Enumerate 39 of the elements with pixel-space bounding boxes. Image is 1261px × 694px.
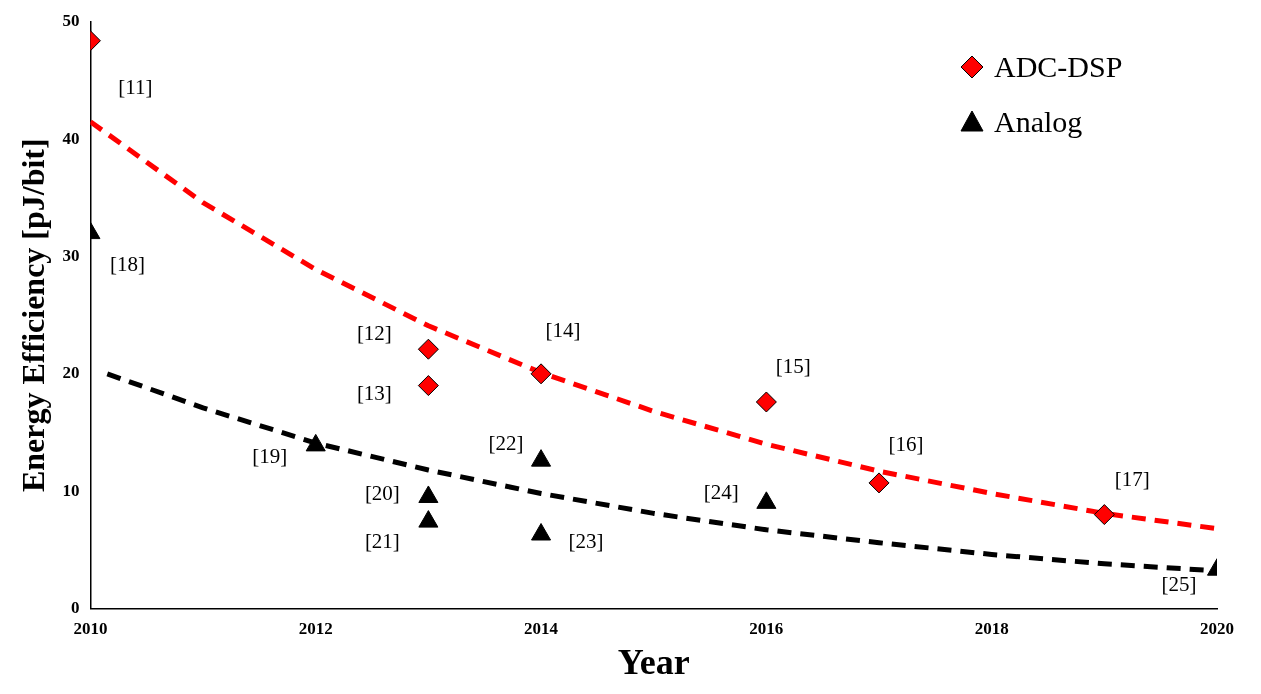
y-tick-label: 10 [62,480,80,500]
y-axis-title: Energy Efficiency [pJ/bit] [15,138,52,493]
y-tick-label: 50 [62,11,80,31]
point [755,391,777,413]
annotation: [15] [775,353,811,378]
point [530,363,552,385]
annotation: [21] [364,529,400,554]
annotation: [16] [888,432,924,457]
annotation: [22] [488,431,524,456]
annotation: [14] [545,318,581,343]
point [418,510,439,528]
legend-label: ADC-DSP [994,49,1123,83]
x-tick-label: 2012 [298,618,333,638]
point [531,523,552,541]
point [418,485,439,503]
x-tick-label: 2016 [749,618,784,638]
annotation: [19] [252,443,288,468]
annotation: [20] [364,481,400,506]
annotation: [23] [568,529,604,554]
annotation: [12] [356,320,392,345]
point [756,491,777,509]
x-tick-label: 2020 [1200,618,1234,638]
annotation: [25] [1161,572,1197,597]
annotation: [18] [109,251,145,276]
point [531,449,552,467]
x-tick-label: 2014 [524,618,559,638]
y-tick-label: 30 [62,245,80,265]
point [417,338,439,360]
y-tick-label: 20 [62,363,80,383]
legend-label: Analog [994,104,1083,138]
annotation: [11] [118,75,153,100]
annotation: [17] [1114,467,1150,492]
x-tick-label: 2018 [974,618,1009,638]
annotation: [24] [703,480,739,505]
annotation: [13] [356,381,392,406]
y-tick-label: 40 [62,128,80,148]
x-tick-label: 2010 [73,618,108,638]
y-tick-label: 0 [70,597,80,617]
x-axis-title: Year [617,641,690,682]
